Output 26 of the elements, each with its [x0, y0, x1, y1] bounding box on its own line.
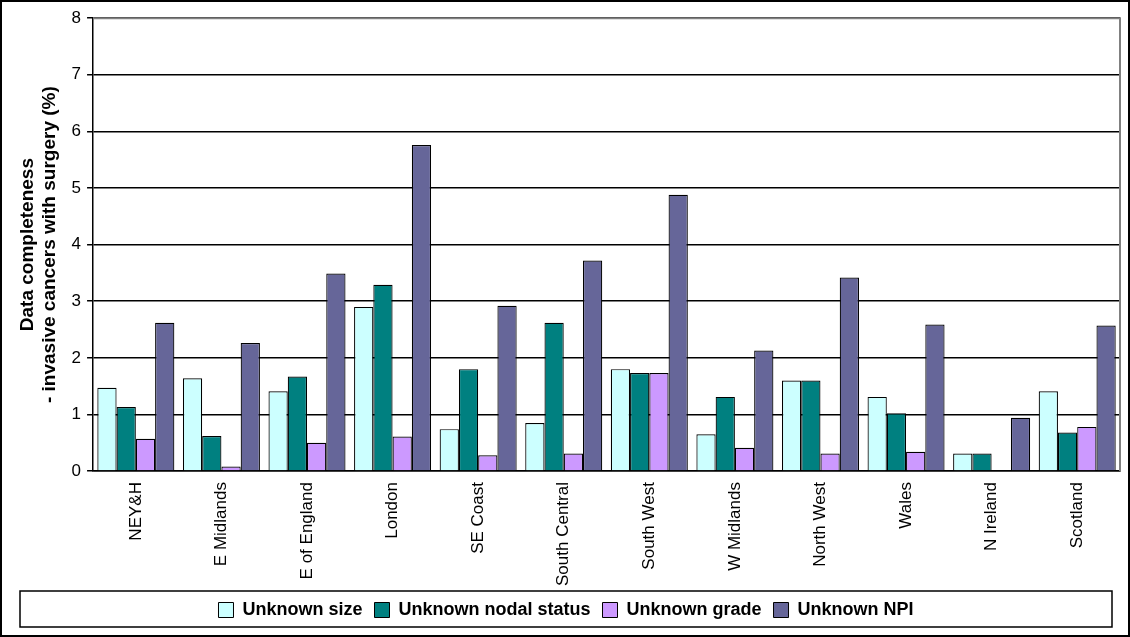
y-tick-label: 8 — [71, 7, 82, 27]
x-tick-label: E Midlands — [211, 482, 231, 567]
legend-label: Unknown nodal status — [398, 598, 591, 619]
x-tick-label: South Central — [553, 482, 573, 586]
y-tick-label: 5 — [71, 177, 82, 197]
y-axis-title: Data completeness - invasive cancers with surgery (%) — [15, 86, 60, 404]
legend-label: Unknown size — [242, 598, 363, 619]
x-tick-label: E of England — [296, 482, 316, 580]
x-tick-label: W Midlands — [724, 482, 744, 571]
y-tick-label: 4 — [71, 234, 82, 254]
y-tick-label: 2 — [71, 347, 82, 367]
x-tick-label: SE Coast — [467, 481, 487, 554]
x-tick-label: North West — [810, 481, 830, 567]
x-tick-label: Wales — [895, 482, 915, 529]
y-tick-label: 6 — [71, 121, 82, 141]
y-tick-label: 3 — [71, 290, 82, 310]
legend-label: Unknown NPI — [797, 598, 914, 619]
legend-label: Unknown grade — [626, 598, 762, 619]
y-tick-label: 0 — [71, 460, 82, 480]
y-tick-label: 7 — [71, 64, 82, 84]
x-tick-label: Scotland — [1066, 482, 1086, 549]
x-tick-label: N Ireland — [981, 482, 1001, 552]
y-tick-label: 1 — [71, 404, 82, 424]
x-tick-label: NEY&H — [125, 482, 145, 541]
x-tick-label: South West — [639, 481, 658, 570]
x-tick-label: London — [382, 482, 402, 539]
